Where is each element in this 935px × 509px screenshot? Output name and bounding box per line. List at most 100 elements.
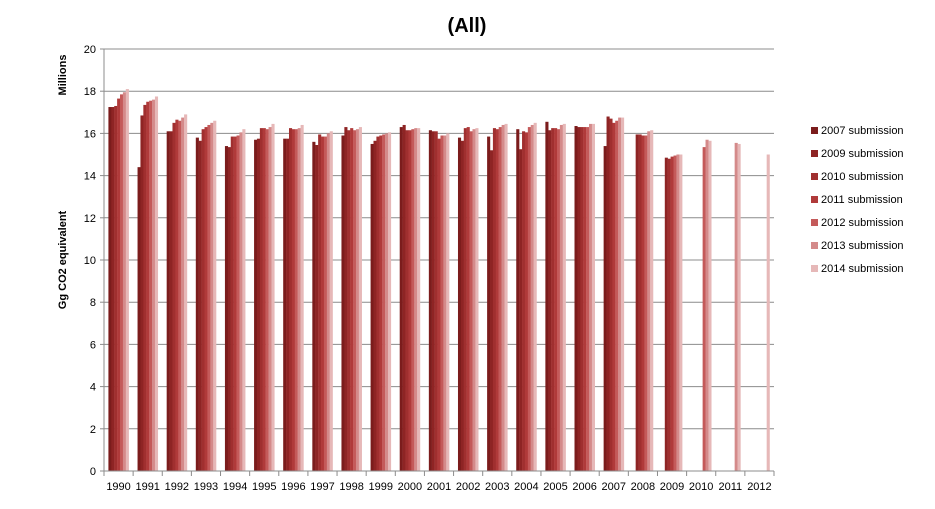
y-tick-label: 14 [84, 171, 96, 183]
bar [137, 167, 141, 471]
legend-swatch [811, 173, 818, 180]
bar [178, 120, 182, 472]
legend-label: 2013 submission [821, 240, 904, 252]
bar [548, 130, 552, 472]
x-tick-label: 1996 [281, 481, 305, 493]
bar [551, 128, 555, 471]
bar [166, 131, 170, 472]
bar [554, 128, 558, 471]
bar [501, 124, 505, 472]
legend-label: 2007 submission [821, 125, 904, 137]
x-tick-label: 2001 [427, 481, 451, 493]
bar [574, 126, 578, 471]
bar [344, 127, 348, 471]
bar [239, 132, 243, 471]
bar [466, 127, 470, 471]
bar [524, 132, 529, 471]
bar [490, 150, 494, 471]
bar [350, 128, 354, 471]
bar [664, 157, 668, 472]
y-tick-label: 18 [84, 86, 96, 98]
x-tick-label: 1997 [310, 481, 334, 493]
bar [321, 136, 325, 471]
bar [469, 131, 473, 472]
legend-label: 2009 submission [821, 148, 904, 160]
bar [475, 128, 479, 471]
bar [286, 138, 290, 472]
bar [487, 136, 491, 471]
x-tick-label: 2012 [747, 481, 771, 493]
bar [603, 146, 607, 471]
bar [288, 128, 293, 471]
bar [522, 131, 526, 472]
bar [387, 132, 392, 471]
bar [431, 131, 435, 472]
legend-label: 2014 submission [821, 263, 904, 275]
y-tick-label: 12 [84, 213, 96, 225]
y-axis-unit-label: Millions [57, 55, 69, 96]
bar [414, 128, 418, 471]
bar [227, 147, 231, 472]
bar [408, 130, 412, 472]
bar [326, 133, 330, 471]
bar [405, 130, 409, 472]
bar [114, 105, 118, 471]
x-tick-label: 2000 [398, 481, 422, 493]
bar [210, 122, 214, 471]
bar [562, 123, 566, 471]
bar [382, 134, 386, 471]
bar [146, 101, 150, 471]
bar [586, 127, 590, 471]
bar [492, 128, 497, 471]
bar [152, 99, 156, 471]
bar [635, 134, 639, 471]
x-tick-label: 2002 [456, 481, 480, 493]
bar [172, 122, 176, 471]
bar [650, 130, 654, 472]
bar [195, 137, 199, 471]
bar [737, 143, 741, 471]
bar [201, 129, 205, 471]
bar [545, 121, 549, 472]
bar [236, 135, 240, 471]
legend-label: 2010 submission [821, 171, 904, 183]
bar [213, 120, 217, 472]
bar [577, 127, 581, 471]
bar [230, 136, 234, 471]
bars [108, 89, 770, 472]
bar [591, 123, 596, 471]
x-tick-label: 2003 [485, 481, 509, 493]
bar [297, 128, 301, 471]
bar [443, 135, 447, 471]
x-tick-label: 2009 [660, 481, 684, 493]
bar [583, 127, 587, 471]
x-tick-label: 1994 [223, 481, 247, 493]
y-tick-label: 8 [90, 297, 96, 309]
x-tick-label: 1992 [165, 481, 189, 493]
bar [463, 128, 467, 471]
bar [641, 135, 645, 471]
legend-swatch [811, 150, 818, 157]
bar [120, 94, 124, 472]
bar [262, 128, 266, 471]
y-axis-title: Gg CO2 equivalent [57, 210, 69, 309]
bar [460, 140, 464, 471]
bar [175, 119, 179, 471]
bar [353, 130, 357, 472]
bar [108, 107, 112, 472]
x-tick-label: 1993 [194, 481, 218, 493]
y-tick-label: 10 [84, 255, 96, 267]
legend-swatch [811, 242, 818, 249]
bar [125, 89, 129, 471]
bar [472, 129, 476, 471]
bar [606, 116, 610, 472]
x-tick-label: 2007 [602, 481, 626, 493]
bar [705, 139, 709, 472]
bar [341, 135, 345, 471]
bar [402, 124, 406, 472]
bar [224, 146, 229, 471]
legend-swatch [811, 196, 818, 203]
bar [198, 140, 202, 471]
bar [766, 154, 770, 471]
